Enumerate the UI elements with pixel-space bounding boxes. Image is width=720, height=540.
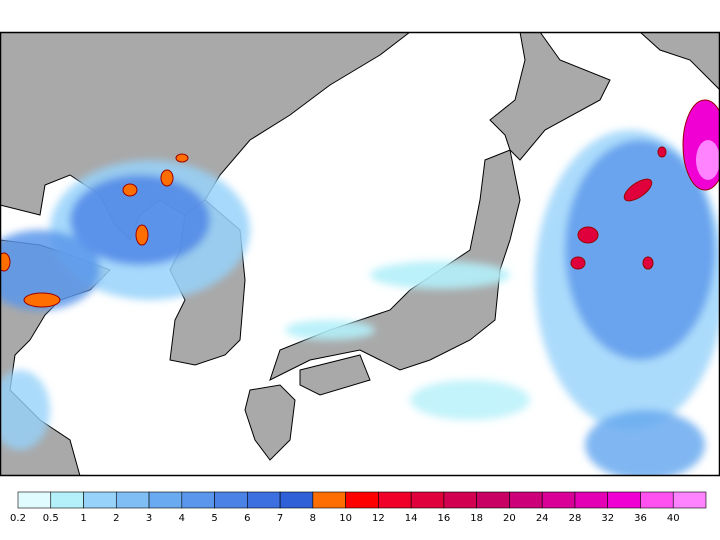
- colorbar-box: [247, 491, 281, 509]
- rain-area: [0, 230, 100, 310]
- colorbar-box: [476, 491, 510, 509]
- colorbar-label: 8: [310, 513, 316, 524]
- rain-core: [577, 226, 599, 244]
- colorbar-box: [378, 491, 412, 509]
- rain-core: [0, 252, 11, 272]
- rain-core: [175, 153, 189, 163]
- rain-core: [135, 224, 149, 246]
- rain-area: [370, 261, 510, 289]
- colorbar-label: 20: [503, 513, 516, 524]
- colorbar-box: [509, 491, 543, 509]
- map-panel: [0, 32, 720, 476]
- colorbar-label: 0.5: [43, 513, 59, 524]
- colorbar-box: [410, 491, 445, 509]
- heavy-rain: [0, 99, 720, 308]
- colorbar-box: [672, 491, 707, 509]
- colorbar-box: [279, 491, 314, 509]
- rain-area: [410, 380, 530, 420]
- rain-core: [696, 140, 720, 180]
- hokkaido-sakhalin: [489, 32, 611, 161]
- colorbar-box: [541, 491, 576, 509]
- rain-core: [657, 146, 667, 158]
- colorbar-box: [181, 491, 215, 509]
- colorbar-label: 40: [667, 513, 680, 524]
- colorbar-box: [83, 491, 117, 509]
- colorbar-box: [640, 491, 674, 509]
- colorbar-label: 5: [211, 513, 217, 524]
- colorbar-label: 14: [405, 513, 418, 524]
- kamchatka: [639, 32, 720, 91]
- colorbar-label: 36: [634, 513, 647, 524]
- colorbar-label: 0.2: [10, 513, 26, 524]
- colorbar-label: 24: [536, 513, 549, 524]
- rain-core: [160, 169, 174, 187]
- rain-area: [565, 140, 715, 360]
- colorbar-label: 6: [244, 513, 250, 524]
- colorbar-box: [607, 491, 641, 509]
- colorbar-box: [50, 491, 84, 509]
- shikoku: [299, 354, 371, 396]
- colorbar-box: [443, 491, 477, 509]
- kyushu: [244, 384, 296, 461]
- colorbar-box: [345, 491, 379, 509]
- rain-core: [23, 292, 61, 308]
- rain-area: [0, 370, 50, 450]
- colorbar-label: 12: [372, 513, 385, 524]
- rain-core: [623, 178, 653, 202]
- precipitation: [0, 130, 720, 476]
- colorbar-box: [17, 491, 52, 509]
- rain-core: [122, 183, 138, 197]
- colorbar-label: 18: [470, 513, 483, 524]
- colorbar-label: 1: [80, 513, 86, 524]
- colorbar-box: [148, 491, 183, 509]
- colorbar-label: 10: [339, 513, 352, 524]
- colorbar-label: 32: [601, 513, 614, 524]
- colorbar-label: 28: [569, 513, 582, 524]
- colorbar-box: [312, 491, 346, 509]
- colorbar-label: 16: [438, 513, 451, 524]
- rain-core: [570, 256, 586, 270]
- colorbar-box: [214, 491, 248, 509]
- colorbar-box: [574, 491, 609, 509]
- rain-area: [585, 410, 705, 476]
- rain-area: [285, 320, 375, 340]
- colorbar-box: [115, 491, 150, 509]
- colorbar-label: 7: [277, 513, 283, 524]
- colorbar-label: 4: [179, 513, 185, 524]
- rain-area: [70, 175, 210, 265]
- colorbar-label: 3: [146, 513, 152, 524]
- colorbar: 0.2 0.5 1 2 3 4 5 6 7 8 10 12 14 16 18 20 24 28 32 36 40: [10, 491, 707, 524]
- colorbar-label: 2: [113, 513, 119, 524]
- rain-core: [642, 256, 654, 270]
